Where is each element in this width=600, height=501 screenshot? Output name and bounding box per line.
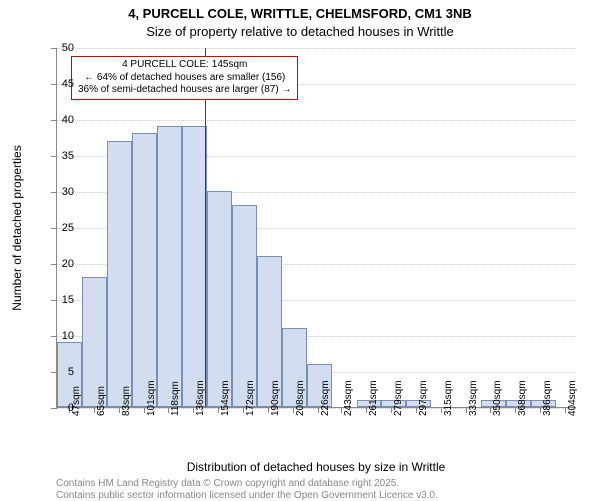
x-tick-label: 118sqm bbox=[170, 381, 181, 416]
plot-area: 4 PURCELL COLE: 145sqm← 64% of detached … bbox=[56, 48, 576, 408]
x-tick-label: 279sqm bbox=[393, 380, 404, 416]
x-tick bbox=[243, 407, 244, 413]
x-tick-label: 386sqm bbox=[542, 380, 553, 416]
x-tick-label: 333sqm bbox=[468, 380, 479, 416]
annotation-box: 4 PURCELL COLE: 145sqm← 64% of detached … bbox=[71, 56, 298, 100]
y-tick bbox=[51, 264, 57, 265]
x-tick-label: 208sqm bbox=[295, 380, 306, 416]
x-tick-label: 172sqm bbox=[245, 380, 256, 416]
x-tick bbox=[515, 407, 516, 413]
y-tick-label: 45 bbox=[62, 78, 74, 90]
y-tick bbox=[51, 84, 57, 85]
chart-container: 4, PURCELL COLE, WRITTLE, CHELMSFORD, CM… bbox=[0, 0, 600, 500]
gridline bbox=[57, 120, 576, 121]
x-tick bbox=[293, 407, 294, 413]
x-tick bbox=[318, 407, 319, 413]
reference-line bbox=[205, 48, 206, 407]
x-tick-label: 65sqm bbox=[96, 386, 107, 416]
x-tick bbox=[466, 407, 467, 413]
x-tick bbox=[441, 407, 442, 413]
x-tick-label: 47sqm bbox=[71, 386, 82, 416]
histogram-bar bbox=[232, 205, 257, 407]
y-tick bbox=[51, 120, 57, 121]
chart-title-address: 4, PURCELL COLE, WRITTLE, CHELMSFORD, CM… bbox=[0, 6, 600, 21]
annotation-line: ← 64% of detached houses are smaller (15… bbox=[78, 72, 291, 85]
x-tick-label: 154sqm bbox=[220, 380, 231, 416]
x-tick-label: 404sqm bbox=[567, 380, 578, 416]
y-tick-label: 5 bbox=[68, 366, 74, 378]
x-tick bbox=[218, 407, 219, 413]
x-tick-label: 243sqm bbox=[343, 380, 354, 416]
y-tick-label: 10 bbox=[62, 330, 74, 342]
y-tick bbox=[51, 156, 57, 157]
footer-copyright-2: Contains public sector information licen… bbox=[56, 490, 438, 501]
y-tick bbox=[51, 228, 57, 229]
x-tick-label: 315sqm bbox=[443, 380, 454, 416]
y-tick-label: 25 bbox=[62, 222, 74, 234]
x-tick-label: 101sqm bbox=[146, 380, 157, 416]
y-tick-label: 20 bbox=[62, 258, 74, 270]
histogram-bar bbox=[207, 191, 232, 407]
x-tick-label: 350sqm bbox=[492, 380, 503, 416]
x-tick-label: 136sqm bbox=[195, 380, 206, 416]
y-tick-label: 30 bbox=[62, 186, 74, 198]
x-tick bbox=[193, 407, 194, 413]
histogram-bar bbox=[182, 126, 207, 407]
x-tick-label: 368sqm bbox=[517, 380, 528, 416]
x-tick bbox=[565, 407, 566, 413]
y-tick-label: 40 bbox=[62, 114, 74, 126]
x-tick-label: 297sqm bbox=[418, 380, 429, 416]
footer-copyright-1: Contains HM Land Registry data © Crown c… bbox=[56, 478, 399, 489]
y-tick-label: 50 bbox=[62, 42, 74, 54]
histogram-bar bbox=[107, 141, 132, 407]
annotation-line: 36% of semi-detached houses are larger (… bbox=[78, 84, 291, 97]
x-tick bbox=[416, 407, 417, 413]
annotation-line: 4 PURCELL COLE: 145sqm bbox=[78, 59, 291, 72]
x-tick-label: 261sqm bbox=[368, 380, 379, 416]
y-axis-title: Number of detached properties bbox=[10, 145, 24, 310]
x-tick bbox=[490, 407, 491, 413]
x-tick bbox=[540, 407, 541, 413]
x-tick-label: 190sqm bbox=[270, 380, 281, 416]
y-tick-label: 35 bbox=[62, 150, 74, 162]
y-tick bbox=[51, 300, 57, 301]
y-tick-label: 15 bbox=[62, 294, 74, 306]
histogram-bar bbox=[157, 126, 182, 407]
histogram-bar bbox=[132, 133, 157, 407]
y-tick bbox=[51, 408, 57, 409]
y-tick bbox=[51, 48, 57, 49]
y-tick bbox=[51, 192, 57, 193]
x-tick-label: 226sqm bbox=[320, 380, 331, 416]
gridline bbox=[57, 48, 576, 49]
x-tick bbox=[168, 407, 169, 413]
x-axis-title: Distribution of detached houses by size … bbox=[56, 460, 576, 474]
x-tick-label: 83sqm bbox=[121, 386, 132, 416]
chart-subtitle: Size of property relative to detached ho… bbox=[0, 24, 600, 39]
y-tick bbox=[51, 336, 57, 337]
x-tick bbox=[268, 407, 269, 413]
